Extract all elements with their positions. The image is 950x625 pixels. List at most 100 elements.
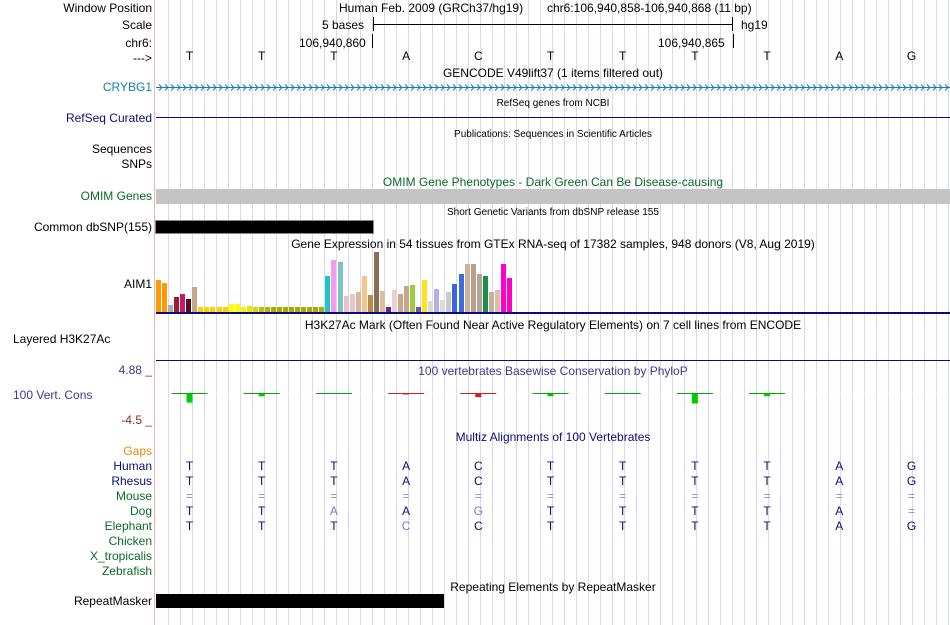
gencode-strand-chevron bbox=[284, 84, 289, 91]
gtex-tissue-bar[interactable] bbox=[452, 284, 458, 312]
gtex-tissue-bar[interactable] bbox=[180, 294, 186, 312]
gtex-tissue-bar[interactable] bbox=[313, 307, 319, 312]
gtex-tissue-bar[interactable] bbox=[252, 307, 258, 312]
gtex-tissue-bar[interactable] bbox=[343, 296, 349, 312]
multiz-species-label[interactable]: Zebrafish bbox=[101, 564, 152, 578]
multiz-species-label[interactable]: Chicken bbox=[108, 534, 152, 548]
gtex-tissue-bar[interactable] bbox=[391, 290, 397, 312]
gtex-tissue-bar[interactable] bbox=[264, 307, 270, 312]
gtex-tissue-bar[interactable] bbox=[349, 294, 355, 312]
gtex-tissue-bar[interactable] bbox=[385, 307, 391, 312]
multiz-species-label[interactable]: X_tropicalis bbox=[89, 549, 152, 563]
gtex-tissue-bar[interactable] bbox=[470, 264, 476, 312]
multiz-track-title[interactable]: Multiz Alignments of 100 Vertebrates bbox=[455, 430, 651, 444]
gencode-strand-chevron bbox=[686, 84, 691, 91]
gtex-tissue-bar[interactable] bbox=[500, 264, 506, 312]
phylop-track-title[interactable]: 100 vertebrates Basewise Conservation by… bbox=[418, 364, 688, 378]
gtex-tissue-bar[interactable] bbox=[428, 301, 434, 312]
h3k27ac-label[interactable]: Layered H3K27Ac bbox=[13, 332, 111, 346]
gtex-tissue-bar[interactable] bbox=[422, 280, 428, 312]
gtex-tissue-bar[interactable] bbox=[192, 287, 198, 312]
dbsnp-label[interactable]: Common dbSNP(155) bbox=[33, 220, 152, 234]
gtex-tissue-bar[interactable] bbox=[367, 295, 373, 312]
gtex-tissue-bar[interactable] bbox=[289, 307, 295, 312]
gtex-tissue-bar[interactable] bbox=[361, 276, 367, 312]
publications-label-line2[interactable]: SNPs bbox=[121, 157, 152, 171]
gtex-tissue-bar[interactable] bbox=[373, 252, 379, 312]
gtex-tissue-bar[interactable] bbox=[186, 299, 192, 312]
h3k27ac-track-title[interactable]: H3K27Ac Mark (Often Found Near Active Re… bbox=[304, 318, 802, 332]
multiz-species-label[interactable]: Elephant bbox=[104, 519, 152, 533]
gtex-tissue-bar[interactable] bbox=[410, 285, 416, 312]
gtex-tissue-bar[interactable] bbox=[506, 278, 512, 312]
gtex-tissue-bar[interactable] bbox=[222, 307, 228, 312]
gtex-tissue-bar[interactable] bbox=[168, 305, 174, 312]
gtex-tissue-bar[interactable] bbox=[379, 291, 385, 312]
phylop-label[interactable]: 100 Vert. Cons bbox=[13, 388, 93, 402]
gtex-track-title[interactable]: Gene Expression in 54 tissues from GTEx … bbox=[291, 237, 815, 251]
gencode-track-title[interactable]: GENCODE V49lift37 (1 items filtered out) bbox=[442, 66, 664, 80]
dbsnp-variant-bar[interactable] bbox=[155, 220, 374, 234]
gtex-tissue-bar[interactable] bbox=[228, 304, 234, 312]
multiz-gaps-label[interactable]: Gaps bbox=[123, 444, 152, 458]
gtex-tissue-bar[interactable] bbox=[325, 276, 331, 312]
publications-track-title[interactable]: Publications: Sequences in Scientific Ar… bbox=[454, 129, 652, 140]
dbsnp-track-title[interactable]: Short Genetic Variants from dbSNP releas… bbox=[447, 207, 659, 218]
gtex-tissue-bar[interactable] bbox=[476, 274, 482, 312]
refseq-label[interactable]: RefSeq Curated bbox=[65, 111, 152, 125]
gtex-tissue-bar[interactable] bbox=[331, 260, 337, 312]
gtex-tissue-bar[interactable] bbox=[283, 307, 289, 312]
gtex-tissue-bar[interactable] bbox=[277, 307, 283, 312]
gtex-tissue-bar[interactable] bbox=[404, 286, 410, 312]
h3k27ac-signal-line[interactable] bbox=[156, 360, 950, 361]
gencode-strand-chevron bbox=[452, 84, 457, 91]
gtex-expression-bars[interactable] bbox=[156, 252, 536, 312]
gtex-tissue-bar[interactable] bbox=[494, 290, 500, 312]
multiz-species-label[interactable]: Rhesus bbox=[111, 474, 152, 488]
gtex-tissue-bar[interactable] bbox=[440, 300, 446, 312]
omim-gene-bar[interactable] bbox=[156, 189, 950, 204]
refseq-track-title[interactable]: RefSeq genes from NCBI bbox=[496, 98, 610, 109]
gtex-tissue-bar[interactable] bbox=[156, 280, 162, 312]
gtex-tissue-bar[interactable] bbox=[434, 289, 440, 312]
gtex-tissue-bar[interactable] bbox=[204, 307, 210, 312]
gtex-tissue-bar[interactable] bbox=[307, 307, 313, 312]
gencode-strand-chevron bbox=[926, 84, 931, 91]
gtex-tissue-bar[interactable] bbox=[174, 297, 180, 312]
publications-label-line1[interactable]: Sequences bbox=[91, 142, 152, 156]
gtex-tissue-bar[interactable] bbox=[234, 304, 240, 312]
gtex-tissue-bar[interactable] bbox=[240, 307, 246, 312]
gtex-tissue-bar[interactable] bbox=[337, 262, 343, 312]
multiz-species-label[interactable]: Human bbox=[113, 459, 152, 473]
gtex-tissue-bar[interactable] bbox=[355, 292, 361, 312]
gtex-tissue-bar[interactable] bbox=[416, 307, 422, 312]
gencode-gene-label[interactable]: CRYBG1 bbox=[102, 80, 152, 94]
gtex-tissue-bar[interactable] bbox=[258, 307, 264, 312]
repeatmasker-track-title[interactable]: Repeating Elements by RepeatMasker bbox=[450, 580, 656, 594]
gtex-tissue-bar[interactable] bbox=[488, 292, 494, 312]
gtex-tissue-bar[interactable] bbox=[458, 274, 464, 312]
gtex-tissue-bar[interactable] bbox=[162, 283, 168, 312]
gtex-tissue-bar[interactable] bbox=[295, 307, 301, 312]
omim-label[interactable]: OMIM Genes bbox=[80, 189, 152, 203]
gtex-tissue-bar[interactable] bbox=[210, 307, 216, 312]
repeatmasker-element-bar[interactable] bbox=[156, 594, 444, 608]
multiz-species-label[interactable]: Dog bbox=[129, 504, 152, 518]
gtex-tissue-bar[interactable] bbox=[246, 306, 252, 312]
phylop-conservation-plot[interactable] bbox=[0, 380, 950, 420]
multiz-species-label[interactable]: Mouse bbox=[115, 489, 152, 503]
gtex-tissue-bar[interactable] bbox=[301, 307, 307, 312]
gencode-gene-feature[interactable] bbox=[156, 81, 950, 94]
gtex-tissue-bar[interactable] bbox=[198, 307, 204, 312]
repeatmasker-label[interactable]: RepeatMasker bbox=[73, 594, 152, 608]
gtex-tissue-bar[interactable] bbox=[446, 292, 452, 312]
gtex-tissue-bar[interactable] bbox=[398, 294, 404, 312]
refseq-gene-feature[interactable] bbox=[156, 111, 950, 125]
gtex-gene-label[interactable]: AIM1 bbox=[123, 277, 152, 291]
gtex-tissue-bar[interactable] bbox=[464, 264, 470, 312]
gtex-tissue-bar[interactable] bbox=[216, 307, 222, 312]
gtex-tissue-bar[interactable] bbox=[482, 276, 488, 312]
omim-track-title[interactable]: OMIM Gene Phenotypes - Dark Green Can Be… bbox=[382, 175, 724, 189]
gtex-tissue-bar[interactable] bbox=[270, 307, 276, 312]
gtex-tissue-bar[interactable] bbox=[319, 307, 325, 312]
